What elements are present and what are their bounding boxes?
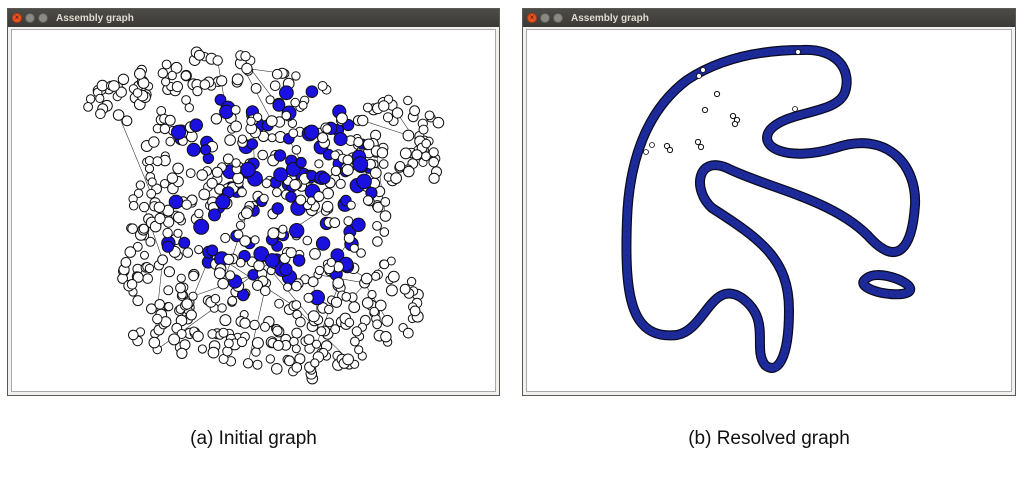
- maximize-icon[interactable]: [38, 13, 48, 23]
- graph-canvas-resolved[interactable]: [526, 29, 1012, 392]
- assembly-graph-window-resolved: × Assembly graph: [522, 8, 1016, 396]
- window-title: Assembly graph: [56, 12, 134, 24]
- minimize-icon[interactable]: [25, 13, 35, 23]
- maximize-icon[interactable]: [553, 13, 563, 23]
- assembly-graph-window-initial: × Assembly graph: [7, 8, 500, 396]
- close-icon[interactable]: ×: [527, 13, 537, 23]
- close-icon[interactable]: ×: [12, 13, 22, 23]
- isolated-nodes: [663, 90, 741, 154]
- graph-canvas-initial[interactable]: [11, 29, 496, 392]
- initial-graph-plot: [83, 46, 445, 385]
- window-titlebar[interactable]: × Assembly graph: [8, 9, 499, 27]
- chain-white-nodes: [643, 49, 801, 155]
- caption-initial-graph: (a) Initial graph: [190, 428, 317, 449]
- minimize-icon[interactable]: [540, 13, 550, 23]
- window-title: Assembly graph: [571, 12, 649, 24]
- caption-resolved-graph: (b) Resolved graph: [688, 428, 850, 449]
- window-titlebar[interactable]: × Assembly graph: [523, 9, 1015, 27]
- graph-nodes: [83, 46, 445, 385]
- resolved-chains: [621, 44, 921, 373]
- resolved-graph-plot: [621, 44, 921, 373]
